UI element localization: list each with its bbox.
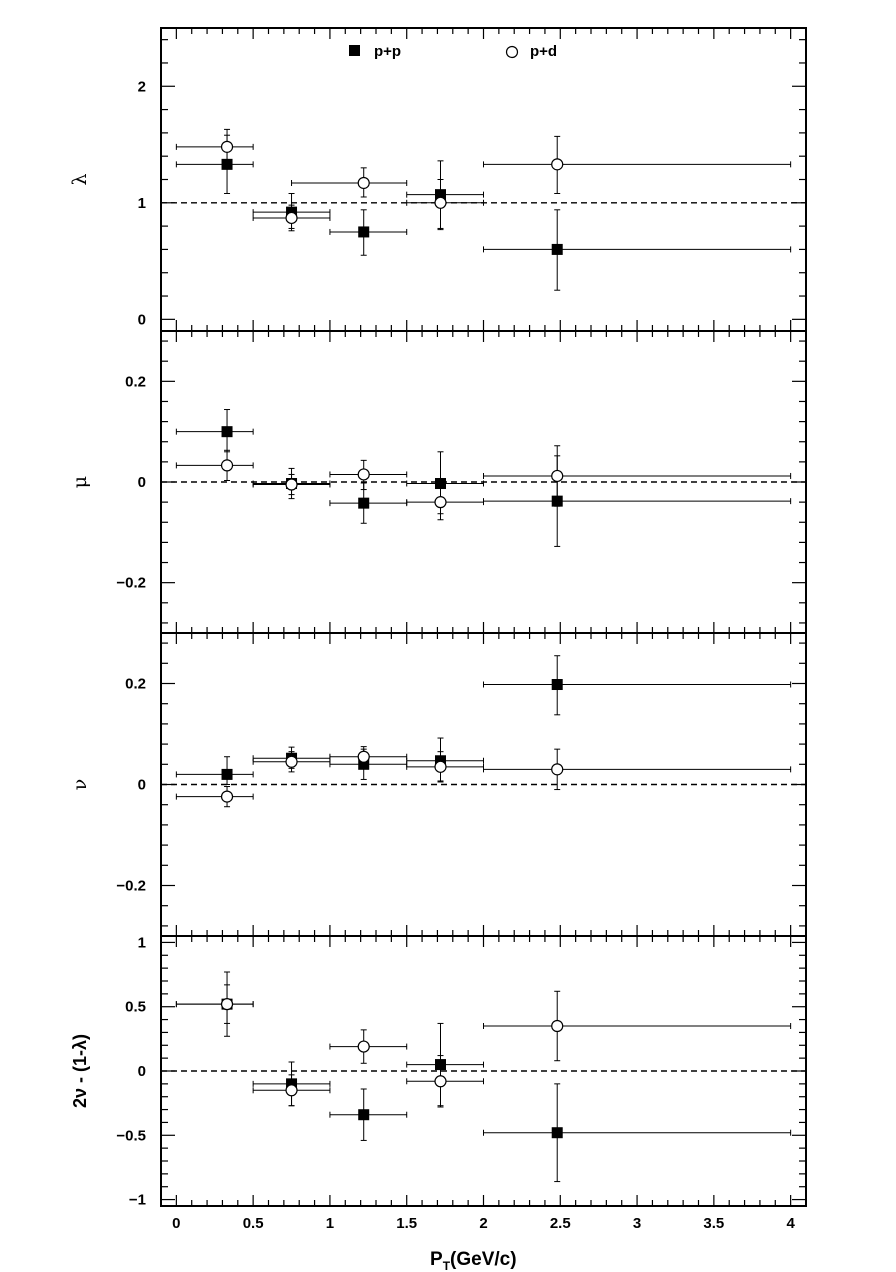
y-tick-label: 1 (138, 934, 146, 951)
y-tick-label: −1 (129, 1192, 146, 1209)
x-axis-label: PT(GeV/c) (430, 1249, 517, 1272)
x-axis-label-rest: (GeV/c) (450, 1249, 517, 1270)
panel-mu: −0.2 0 0.2 μ (69, 330, 807, 634)
series-pp (175, 134, 792, 291)
data-point-pp (221, 768, 233, 780)
data-point-pd (551, 763, 564, 776)
series-pd (175, 984, 792, 1108)
data-point-pd (551, 1019, 564, 1033)
data-point-pd (357, 1040, 370, 1053)
legend-label-pd: p+d (530, 43, 557, 60)
data-point-pd (220, 140, 234, 153)
y-tick-label: −0.2 (116, 575, 146, 592)
data-point-pd (220, 790, 234, 803)
data-point-pd (285, 755, 298, 768)
data-point-pd (434, 1075, 447, 1088)
x-axis-label-main: P (430, 1249, 443, 1270)
data-point-pp (358, 497, 370, 509)
data-point-pd (551, 158, 564, 171)
panel-nu: −0.2 0 0.2 ν (69, 632, 807, 937)
panel-lambda-frame (160, 27, 807, 332)
y-tick-label: 1 (138, 195, 146, 212)
data-point-pd (357, 468, 370, 481)
data-point-pd (434, 496, 447, 509)
data-point-pd (434, 196, 447, 209)
legend: p+p p+d (349, 43, 557, 60)
data-point-pd (434, 760, 447, 773)
panels-group: 0 1 2 λ −0.2 0 0.2 μ −0.2 0 0.2 ν −1 −0.5 0 0.5 1 2ν - (1… (69, 27, 807, 1232)
data-point-pp (358, 226, 370, 238)
data-point-pp (221, 158, 233, 170)
x-tick-label: 4 (786, 1215, 795, 1232)
x-tick-label: 1.5 (396, 1215, 417, 1232)
data-point-pp (358, 1109, 370, 1121)
data-point-pd (285, 211, 298, 225)
panel-combo: −1 −0.5 0 0.5 1 2ν - (1-λ) 0 0.5 1 1.5 2 2.5 3 3.5 4 (70, 934, 807, 1232)
legend-label-pp: p+p (374, 43, 401, 60)
data-point-pd (285, 478, 298, 491)
x-tick-label: 0 (172, 1215, 180, 1232)
series-pd (175, 128, 792, 232)
data-point-pd (220, 998, 234, 1011)
series-pp (175, 971, 792, 1183)
series-pd (175, 746, 792, 808)
y-tick-label: 0.5 (125, 999, 146, 1016)
x-tick-label: 0.5 (243, 1215, 264, 1232)
data-point-pd (551, 469, 564, 483)
legend-marker-pp (349, 45, 360, 56)
legend-marker-pd (505, 45, 519, 59)
data-point-pp (435, 478, 446, 490)
y-tick-label: 0.2 (125, 676, 146, 693)
y-tick-label: 0 (138, 777, 146, 794)
data-point-pd (285, 1084, 298, 1097)
series-pd (175, 445, 792, 521)
data-point-pd (357, 750, 370, 763)
y-tick-label: −0.2 (116, 878, 146, 895)
y-axis-label: ν (69, 779, 91, 791)
x-axis-label-sub: T (443, 1259, 451, 1272)
x-tick-label: 3 (633, 1215, 641, 1232)
y-tick-label: 0 (138, 1063, 146, 1080)
y-axis-label: 2ν - (1-λ) (70, 1034, 90, 1108)
y-tick-label: 0 (138, 474, 146, 491)
y-axis-label: μ (69, 476, 91, 488)
data-point-pp (551, 679, 563, 691)
y-tick-label: 0 (138, 311, 146, 328)
data-point-pp (551, 243, 563, 255)
data-point-pd (220, 459, 234, 472)
y-tick-label: −0.5 (116, 1127, 146, 1144)
data-point-pp (221, 426, 233, 438)
y-tick-label: 0.2 (125, 373, 146, 390)
data-point-pd (357, 176, 370, 190)
x-tick-label: 2.5 (550, 1215, 571, 1232)
x-tick-label: 1 (326, 1215, 334, 1232)
x-tick-label: 3.5 (703, 1215, 724, 1232)
panel-lambda: 0 1 2 λ (69, 27, 807, 332)
y-axis-label: λ (69, 173, 91, 185)
y-tick-label: 2 (138, 78, 146, 95)
data-point-pp (551, 1127, 563, 1139)
x-tick-label: 2 (479, 1215, 487, 1232)
